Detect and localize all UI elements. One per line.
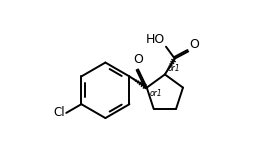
Text: Cl: Cl: [53, 106, 65, 119]
Text: HO: HO: [146, 33, 165, 46]
Text: O: O: [133, 53, 143, 66]
Text: or1: or1: [167, 64, 180, 73]
Text: O: O: [189, 38, 199, 51]
Text: or1: or1: [150, 89, 162, 98]
